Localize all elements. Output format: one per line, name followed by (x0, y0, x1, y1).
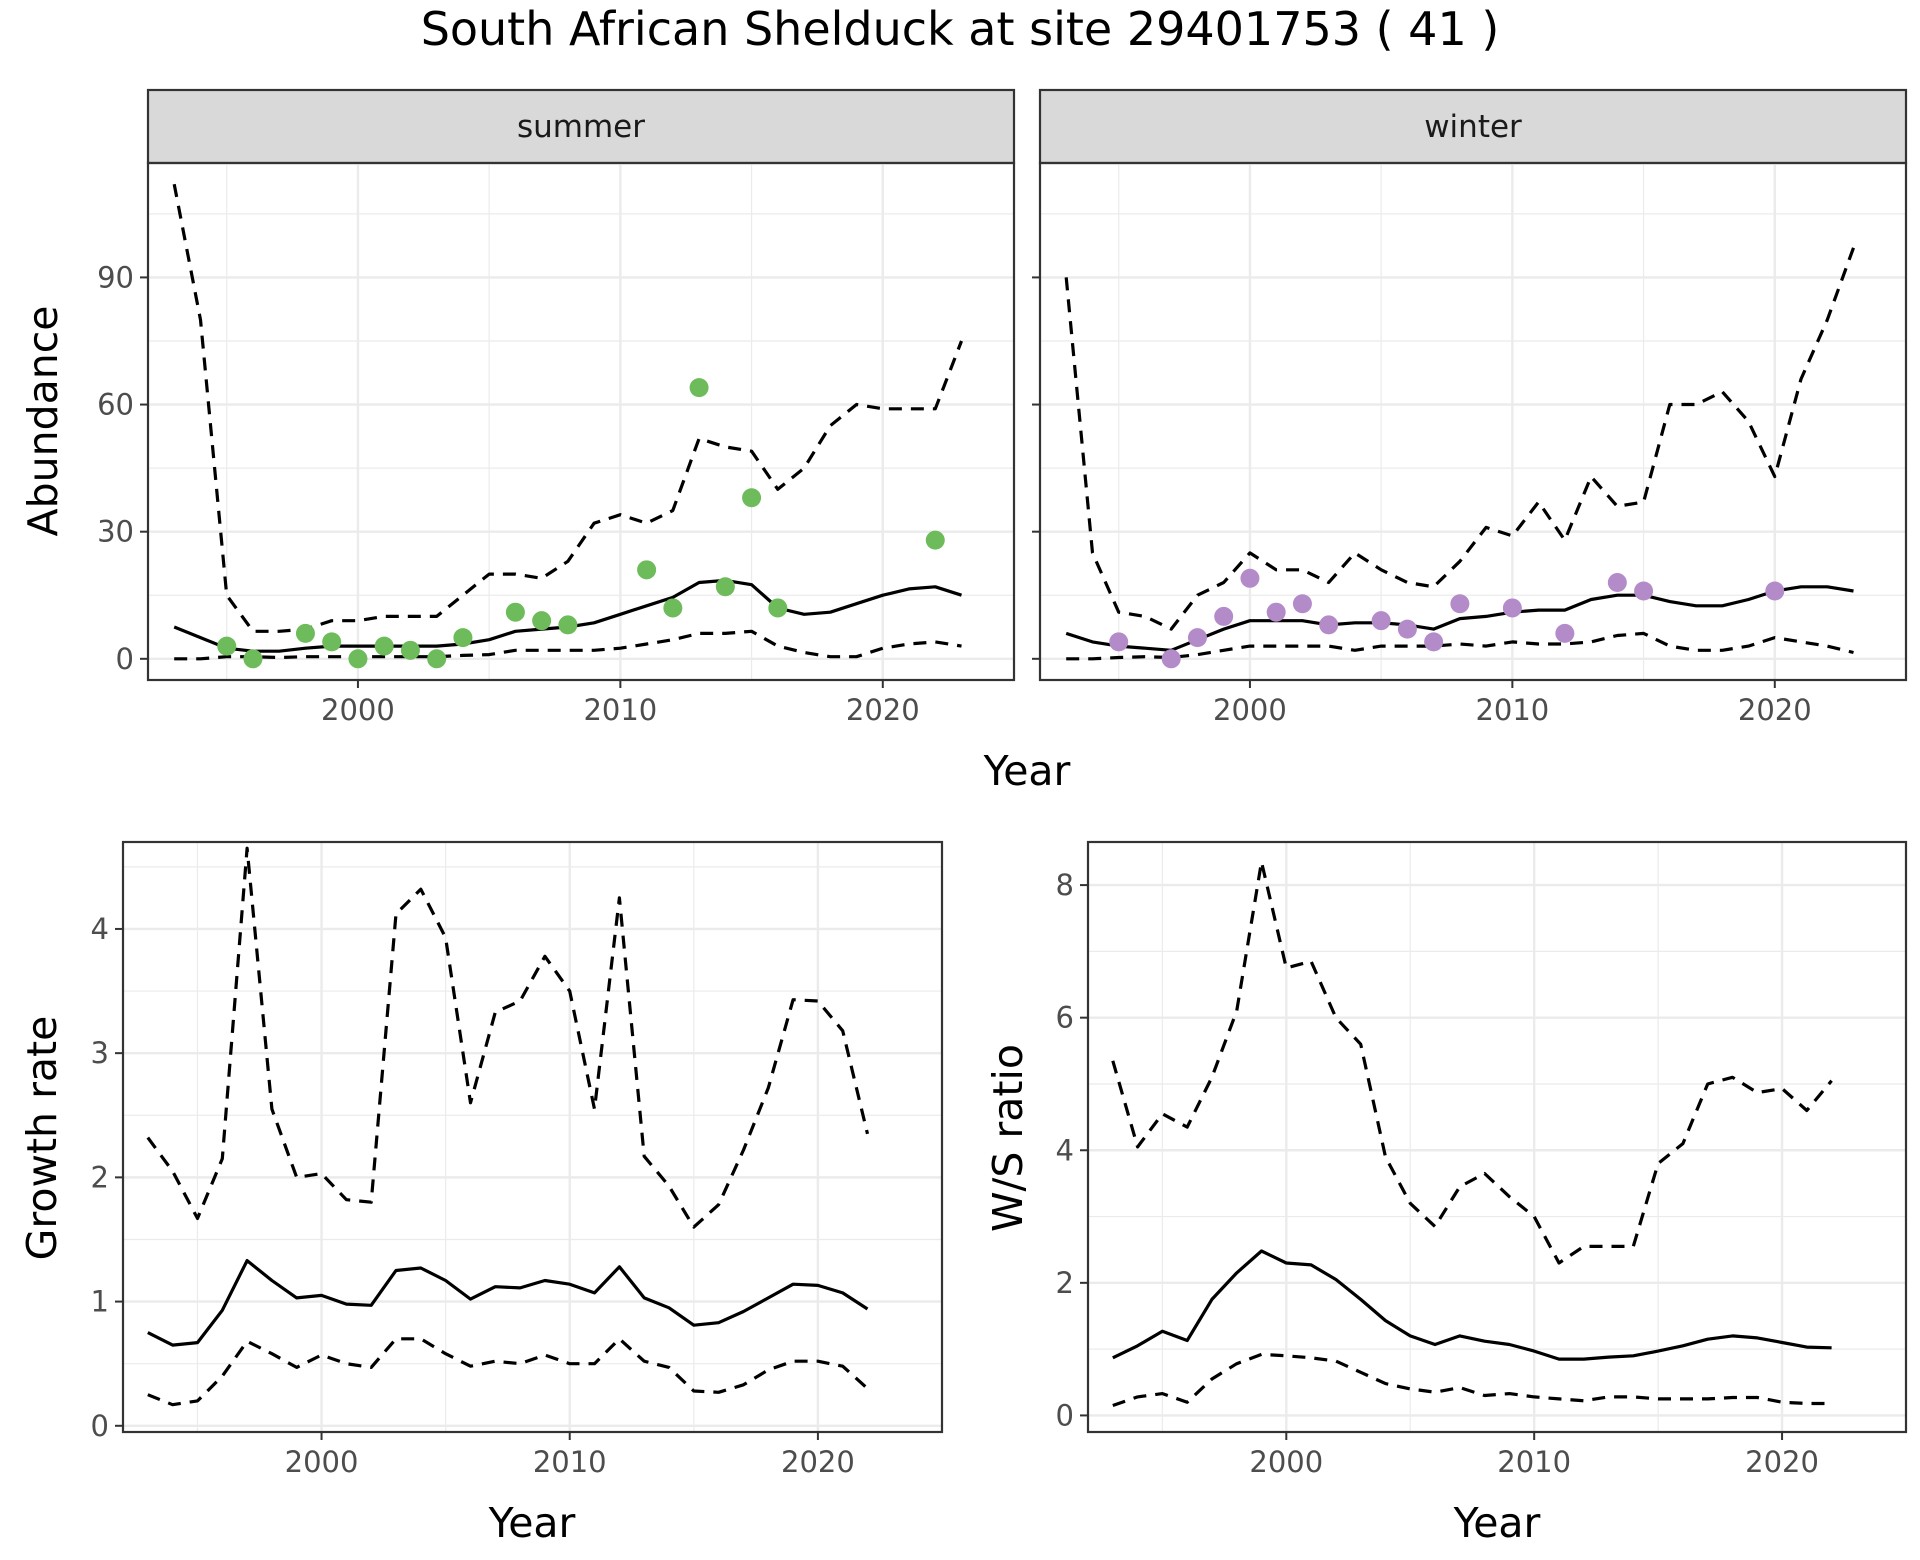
abundance-summer-plot-area (148, 163, 1014, 680)
abundance-summer-count-point (400, 640, 420, 660)
abundance-winter-x-tick-label: 2010 (1475, 693, 1549, 727)
ws-ratio-y-axis-label: W/S ratio (984, 1044, 1032, 1232)
ws-ratio-panel-border (1086, 840, 1908, 1434)
abundance-winter-strip-label: winter (1424, 109, 1522, 145)
abundance-summer-count-point (637, 560, 657, 580)
abundance-summer-count-point (715, 577, 735, 597)
abundance-summer-count-point (427, 649, 447, 669)
abundance-winter-count-point (1109, 632, 1129, 652)
abundance-summer-count-point (295, 623, 315, 643)
chart-title: South African Shelduck at site 29401753 … (420, 2, 1500, 56)
abundance-winter-count-point (1607, 573, 1627, 593)
abundance-winter-count-point (1371, 611, 1391, 631)
ws-ratio-x-tick-label: 2020 (1745, 1445, 1819, 1479)
abundance-summer-count-point (374, 636, 394, 656)
abundance-summer-count-point (663, 598, 683, 618)
abundance-winter-ci-line-1 (1064, 247, 1856, 631)
growth-y-tick-label: 1 (91, 1285, 109, 1319)
abundance-y-axis-label: Abundance (19, 306, 67, 537)
abundance-winter-count-point (1240, 568, 1260, 588)
growth-trend-line (147, 1258, 869, 1347)
growth-y-axis-label: Growth rate (18, 1016, 66, 1261)
growth-y-tick-label: 3 (91, 1036, 109, 1070)
abundance-winter-count-point (1502, 598, 1522, 618)
abundance-summer-count-point (742, 488, 762, 508)
growth-y-tick-label: 0 (91, 1409, 109, 1443)
ws-ratio-y-tick-label: 0 (1056, 1398, 1074, 1432)
abundance-summer-y-tick-label: 0 (116, 642, 134, 676)
abundance-winter-count-point (1765, 581, 1785, 601)
ws-ratio-x-tick-label: 2010 (1497, 1445, 1571, 1479)
abundance-winter-count-point (1555, 623, 1575, 643)
growth-y-tick-label: 2 (91, 1160, 109, 1194)
abundance-summer-x-tick-label: 2020 (846, 693, 920, 727)
abundance-winter-panel-border (1038, 161, 1908, 682)
abundance-winter-count-point (1266, 602, 1286, 622)
abundance-summer-count-point (505, 602, 525, 622)
growth-y-tick-label: 4 (91, 912, 109, 946)
abundance-summer-y-tick-label: 30 (97, 515, 134, 549)
abundance-summer-count-point (925, 530, 945, 550)
abundance-winter-ci-line-2 (1066, 631, 1854, 661)
abundance-summer-x-tick-label: 2000 (321, 693, 395, 727)
growth-x-tick-label: 2000 (285, 1445, 359, 1479)
growth-plot-area (123, 842, 942, 1432)
abundance-summer-ci-line-1 (172, 183, 963, 633)
abundance-summer-count-point (558, 615, 578, 635)
abundance-winter-count-point (1187, 628, 1207, 648)
ws-ratio-y-tick-label: 2 (1056, 1266, 1074, 1300)
abundance-winter-x-tick-label: 2000 (1213, 693, 1287, 727)
ws-ratio-y-tick-label: 6 (1056, 1001, 1074, 1035)
growth-panel-border (121, 840, 944, 1434)
abundance-summer-x-tick-label: 2010 (583, 693, 657, 727)
abundance-x-axis-label: Year (983, 747, 1071, 795)
abundance-summer-ci-line-2 (174, 629, 962, 661)
abundance-summer-count-point (768, 598, 788, 618)
abundance-winter-count-point (1319, 615, 1339, 635)
abundance-summer-strip-label: summer (517, 109, 645, 145)
abundance-summer-panel-border (146, 161, 1016, 682)
abundance-winter-plot-area (1040, 163, 1906, 680)
growth-x-tick-label: 2020 (781, 1445, 855, 1479)
ws-ratio-ci-line-2 (1112, 1352, 1832, 1408)
abundance-summer-count-point (689, 378, 709, 398)
ws-ratio-y-tick-label: 8 (1056, 868, 1074, 902)
abundance-summer-count-point (453, 628, 473, 648)
abundance-winter-count-point (1450, 594, 1470, 614)
growth-ci-line-2 (147, 1337, 869, 1407)
growth-x-tick-label: 2010 (533, 1445, 607, 1479)
ws-ratio-x-axis-label: Year (1453, 1499, 1541, 1547)
abundance-winter-count-point (1292, 594, 1312, 614)
abundance-winter-count-point (1397, 619, 1417, 639)
abundance-summer-count-point (243, 649, 263, 669)
abundance-summer-y-tick-label: 60 (97, 388, 134, 422)
ws-ratio-y-tick-label: 4 (1056, 1133, 1074, 1167)
abundance-winter-count-point (1214, 606, 1234, 626)
growth-x-axis-label: Year (488, 1499, 576, 1547)
abundance-summer-count-point (217, 636, 237, 656)
abundance-winter-count-point (1161, 649, 1181, 669)
abundance-summer-count-point (322, 632, 342, 652)
abundance-summer-count-point (532, 611, 552, 631)
abundance-winter-x-tick-label: 2020 (1738, 693, 1812, 727)
ws-ratio-x-tick-label: 2000 (1249, 1445, 1323, 1479)
abundance-summer-strip (146, 88, 1016, 165)
abundance-winter-count-point (1634, 581, 1654, 601)
abundance-summer-y-tick-label: 90 (97, 260, 134, 294)
abundance-summer-count-point (348, 649, 368, 669)
ws-ratio-plot-area (1088, 842, 1906, 1432)
ws-ratio-ci-line-1 (1111, 860, 1833, 1265)
growth-ci-line-1 (146, 846, 870, 1229)
ws-ratio-trend-line (1112, 1249, 1832, 1361)
abundance-winter-count-point (1424, 632, 1444, 652)
